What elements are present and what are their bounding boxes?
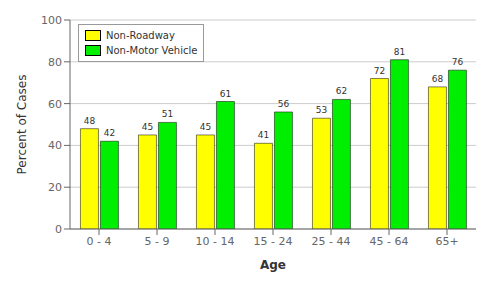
- html-text:Non-Roadway: Non-Roadway: [106, 30, 175, 41]
- svg-text:5 - 9: 5 - 9: [145, 235, 170, 248]
- svg-text:53: 53: [316, 105, 327, 115]
- svg-text:76: 76: [452, 57, 464, 67]
- svg-text:45 - 64: 45 - 64: [370, 235, 409, 248]
- svg-text:81: 81: [394, 47, 405, 57]
- svg-text:42: 42: [104, 128, 115, 138]
- svg-text:45: 45: [200, 122, 211, 132]
- svg-text:80: 80: [48, 56, 62, 69]
- svg-text:68: 68: [432, 74, 444, 84]
- svg-text:65+: 65+: [435, 235, 458, 248]
- svg-text:0 - 4: 0 - 4: [87, 235, 112, 248]
- svg-text:62: 62: [336, 86, 347, 96]
- html-text:Non-Motor Vehicle: Non-Motor Vehicle: [106, 45, 198, 56]
- svg-text:0: 0: [55, 223, 62, 236]
- svg-text:61: 61: [220, 89, 231, 99]
- svg-text:60: 60: [48, 98, 62, 111]
- svg-text:Percent of Cases: Percent of Cases: [15, 75, 29, 175]
- svg-text:15 - 24: 15 - 24: [254, 235, 293, 248]
- svg-text:51: 51: [162, 109, 173, 119]
- svg-text:25 - 44: 25 - 44: [312, 235, 351, 248]
- svg-text:41: 41: [258, 130, 269, 140]
- svg-text:40: 40: [48, 139, 62, 152]
- svg-text:48: 48: [84, 116, 96, 126]
- svg-text:56: 56: [278, 99, 290, 109]
- svg-text:72: 72: [374, 66, 385, 76]
- svg-text:10 - 14: 10 - 14: [196, 235, 235, 248]
- svg-text:20: 20: [48, 181, 62, 194]
- svg-text:45: 45: [142, 122, 153, 132]
- svg-text:100: 100: [41, 14, 62, 27]
- svg-text:Age: Age: [260, 258, 286, 272]
